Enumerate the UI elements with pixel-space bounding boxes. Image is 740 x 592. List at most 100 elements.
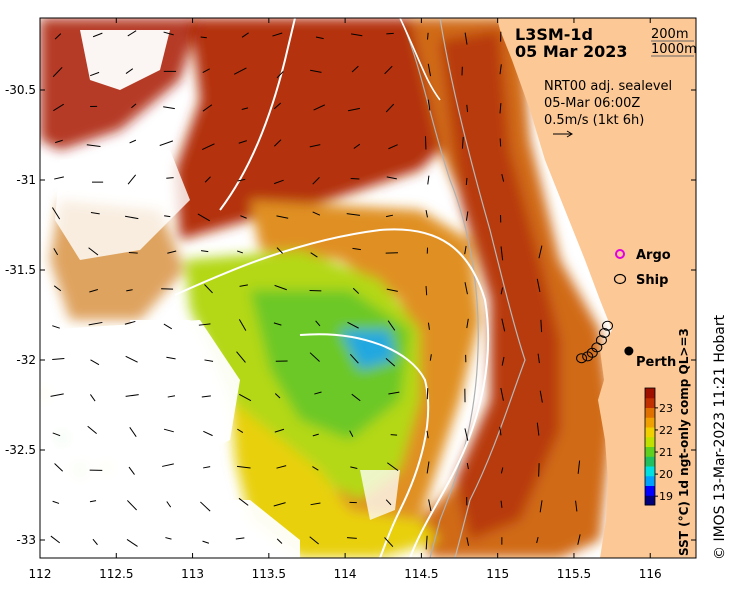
perth-marker [624, 346, 634, 356]
current-vector [276, 247, 283, 254]
current-vector [312, 177, 320, 185]
y-tick-label: -31.5 [5, 263, 36, 277]
sst-colorbar: 19 20 21 22 23 [644, 387, 673, 506]
y-tick-label: -32.5 [5, 443, 36, 457]
current-vector [236, 465, 251, 469]
ship-legend-label: Ship [636, 273, 668, 288]
current-vector [129, 139, 137, 144]
current-vector [238, 319, 247, 331]
current-vector [52, 500, 60, 504]
y-tick-label: -31 [16, 173, 36, 187]
current-vectors [50, 30, 581, 550]
sealevel-contour-1 [219, 18, 296, 211]
current-vector [349, 353, 359, 364]
current-vector [499, 103, 502, 114]
reference-arrow [553, 130, 573, 138]
current-vector [313, 104, 325, 111]
x-tick-label: 114 [334, 567, 357, 581]
current-vector [129, 427, 137, 437]
sealevel-contour-4 [399, 18, 441, 101]
current-vector [166, 356, 176, 360]
current-vector [274, 393, 281, 399]
plot-frame [39, 17, 697, 559]
current-vector [89, 288, 98, 293]
current-vector [385, 103, 395, 113]
current-vector [202, 104, 213, 112]
ship-observation [576, 353, 588, 364]
current-vector [127, 174, 137, 185]
current-vector [536, 278, 541, 293]
current-vector [236, 351, 246, 363]
current-vector [353, 143, 361, 149]
current-vector [314, 391, 322, 395]
current-vector [385, 499, 392, 506]
current-vector [464, 245, 467, 255]
current-vector [346, 537, 357, 539]
x-tick-label: 113.5 [252, 567, 286, 581]
x-axis: 112 112.5 113 113.5 114 114.5 115 115.5 116 [29, 18, 662, 581]
current-vector [501, 356, 505, 366]
current-vector [276, 71, 284, 79]
current-vector [536, 422, 540, 436]
current-vector [125, 215, 139, 220]
current-vector [86, 144, 101, 147]
current-vector [500, 246, 504, 261]
ship-observation [595, 335, 607, 346]
current-vector [500, 467, 504, 474]
sst-field [40, 18, 612, 558]
current-vector [536, 536, 539, 544]
current-vector [272, 32, 283, 37]
current-vector [309, 536, 319, 545]
current-vector [128, 466, 135, 475]
colorbar-segment [645, 485, 655, 496]
current-vector [52, 207, 61, 220]
current-vector [351, 65, 359, 73]
map-title-line1: L3SM-1d [515, 25, 593, 44]
current-vector [203, 466, 211, 469]
current-vector [90, 211, 100, 215]
current-vector [202, 68, 210, 73]
y-axis: -30.5 -31 -31.5 -32 -32.5 -33 [5, 83, 696, 547]
colorbar-segment [645, 397, 655, 408]
colorbar-frame [644, 387, 656, 506]
depth-label-200m: 200m [651, 27, 688, 42]
colorbar-tick-label: 21 [659, 446, 673, 459]
contour-200m [439, 18, 526, 558]
ship-observation [602, 320, 614, 331]
colorbar-tick-label: 19 [659, 490, 673, 503]
current-vector [466, 537, 470, 546]
current-vector [204, 176, 211, 183]
current-vector [427, 322, 430, 330]
colorbar-segment [645, 466, 655, 477]
current-vector [92, 32, 103, 38]
current-vector [352, 247, 361, 251]
current-vector [425, 535, 428, 550]
current-vector [426, 461, 430, 474]
current-vector [126, 539, 138, 547]
current-vector [427, 32, 429, 40]
current-vector [88, 321, 103, 326]
current-vector [54, 463, 64, 472]
colorbar-tick-label: 20 [659, 468, 673, 481]
current-vector [385, 358, 396, 367]
current-vector [166, 501, 172, 508]
current-vector [241, 107, 249, 110]
current-vector [539, 500, 543, 513]
current-vector [239, 393, 252, 402]
current-vector [538, 245, 543, 259]
current-vector [312, 433, 319, 437]
current-vector [426, 430, 429, 439]
current-vector [385, 214, 394, 218]
current-info-line2: 05-Mar 06:00Z [544, 96, 640, 111]
current-vector [427, 63, 432, 77]
colorbar-segment [645, 427, 655, 438]
current-vector [52, 357, 65, 360]
current-vector [167, 395, 176, 398]
current-vector [384, 65, 393, 75]
current-vector [386, 32, 394, 35]
colorbar-segment [645, 475, 655, 486]
current-vector [238, 140, 247, 144]
current-vector [202, 540, 210, 544]
current-info-line1: NRT00 adj. sealevel [544, 79, 672, 94]
current-vector [276, 465, 287, 469]
